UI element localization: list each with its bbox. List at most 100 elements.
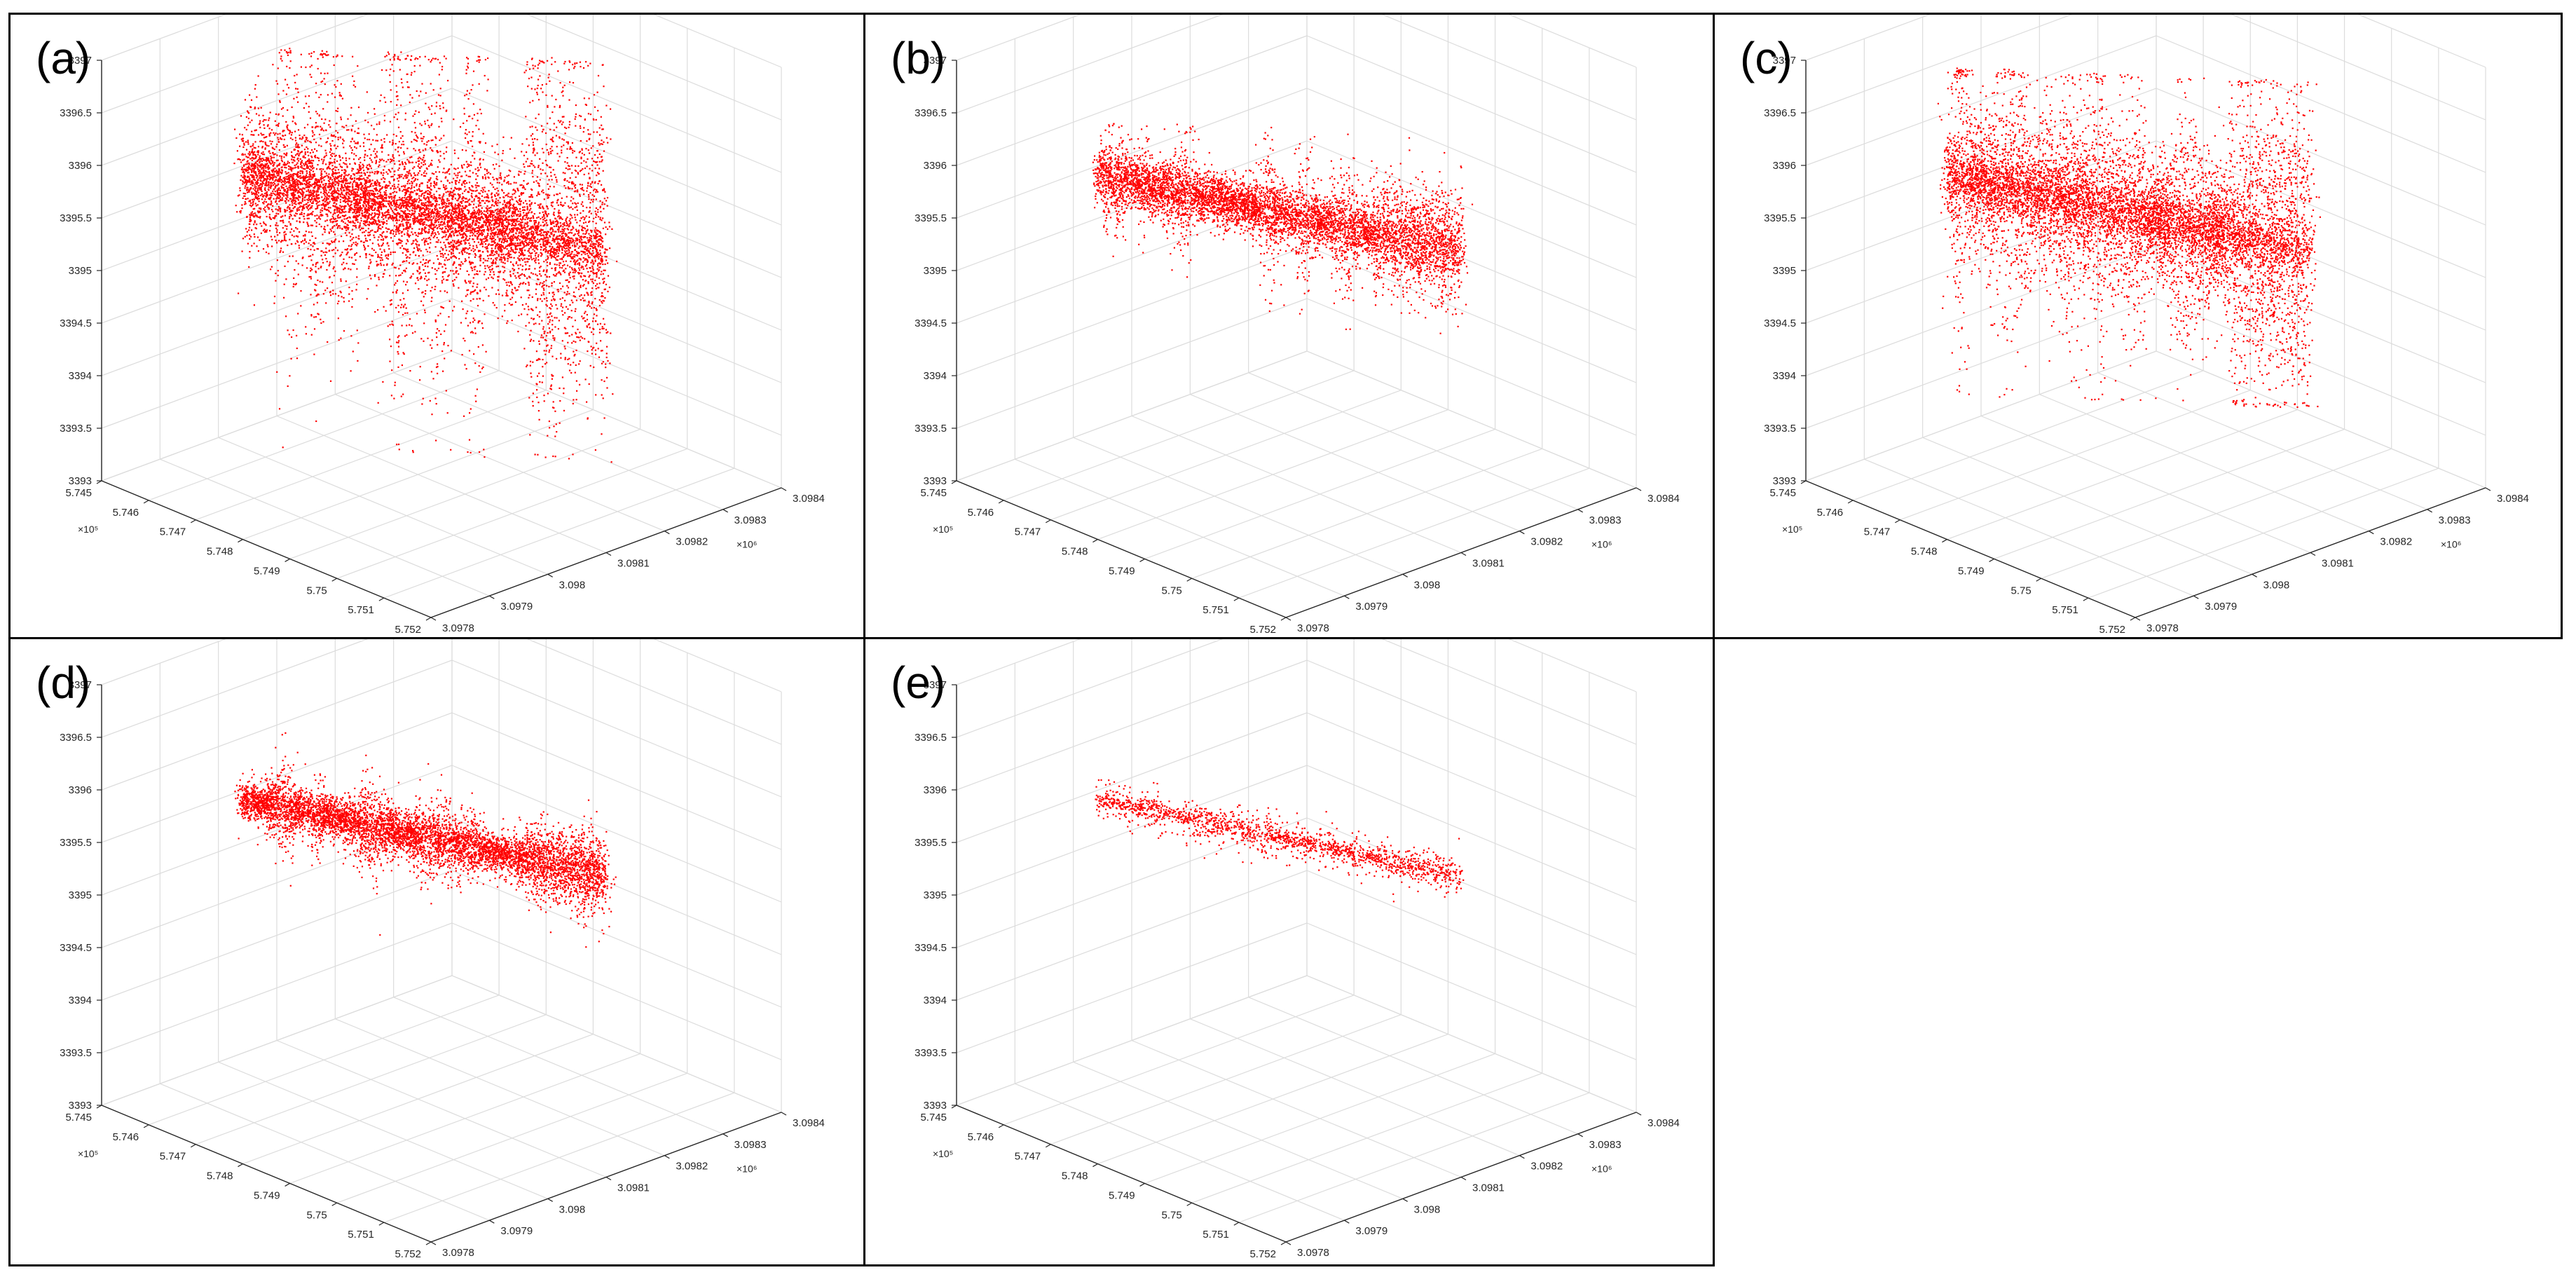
- y-tick-mark: [605, 552, 612, 556]
- data-point: [549, 223, 552, 225]
- data-point: [324, 191, 326, 193]
- data-point: [258, 177, 261, 179]
- data-point: [493, 223, 495, 225]
- data-point: [537, 359, 539, 361]
- data-point: [552, 238, 554, 240]
- data-point: [596, 175, 598, 177]
- data-point: [243, 144, 245, 146]
- data-point: [385, 220, 388, 222]
- data-point: [443, 153, 445, 155]
- data-point: [357, 360, 359, 362]
- data-point: [573, 67, 575, 69]
- data-point: [341, 157, 344, 159]
- data-point: [266, 157, 268, 159]
- data-point: [305, 66, 307, 69]
- data-point: [264, 173, 266, 175]
- data-point: [400, 137, 402, 139]
- data-point: [295, 146, 297, 148]
- data-point: [519, 235, 521, 238]
- data-point: [570, 240, 572, 243]
- data-point: [331, 182, 334, 184]
- data-point: [428, 126, 430, 128]
- data-point: [371, 247, 374, 250]
- data-point: [283, 153, 285, 155]
- data-point: [254, 235, 256, 238]
- data-point: [346, 252, 348, 254]
- data-point: [562, 121, 564, 123]
- data-point: [486, 212, 488, 214]
- data-point: [320, 214, 322, 216]
- data-point: [504, 304, 506, 306]
- data-point: [251, 169, 253, 172]
- data-point: [563, 245, 566, 247]
- data-point: [370, 168, 372, 170]
- data-point: [399, 217, 401, 219]
- data-point: [305, 175, 308, 177]
- data-point: [419, 379, 421, 381]
- data-point: [484, 176, 486, 178]
- data-point: [368, 168, 370, 170]
- data-point: [392, 324, 395, 326]
- data-point: [472, 190, 474, 192]
- data-point: [603, 380, 605, 383]
- data-point: [356, 214, 358, 217]
- data-point: [539, 60, 541, 62]
- data-point: [439, 105, 441, 107]
- data-point: [429, 259, 431, 261]
- data-point: [337, 107, 339, 109]
- data-point: [356, 209, 358, 211]
- data-point: [472, 250, 475, 252]
- data-point: [530, 242, 532, 245]
- data-point: [561, 91, 563, 93]
- data-point: [567, 142, 569, 145]
- data-point: [498, 245, 500, 248]
- data-point: [577, 172, 579, 174]
- x-tick-mark: [425, 617, 432, 621]
- data-point: [292, 210, 294, 212]
- data-point: [301, 177, 303, 179]
- data-point: [446, 109, 448, 111]
- data-point: [435, 197, 437, 199]
- data-point: [430, 214, 432, 216]
- data-point: [555, 98, 557, 101]
- data-point: [472, 214, 474, 216]
- data-point: [408, 228, 410, 230]
- data-point: [343, 126, 345, 128]
- data-point: [522, 185, 525, 187]
- data-point: [556, 431, 558, 433]
- data-point: [404, 217, 406, 219]
- data-point: [525, 160, 527, 163]
- data-point: [598, 134, 601, 136]
- data-point: [399, 174, 401, 176]
- data-point: [475, 206, 477, 208]
- data-point: [361, 196, 363, 198]
- floor-grid-line: [276, 415, 607, 554]
- data-point: [470, 322, 472, 324]
- data-point: [428, 199, 430, 201]
- data-point: [264, 163, 266, 165]
- data-point: [506, 240, 508, 243]
- data-point: [273, 162, 276, 164]
- data-point: [423, 210, 426, 212]
- data-point: [470, 408, 472, 410]
- data-point: [378, 245, 381, 247]
- data-point: [572, 64, 574, 66]
- data-point: [461, 219, 463, 221]
- data-point: [310, 248, 312, 251]
- data-point: [354, 194, 356, 196]
- data-point: [475, 186, 477, 189]
- data-point: [375, 161, 378, 163]
- data-point: [507, 235, 509, 237]
- data-point: [331, 173, 334, 175]
- data-point: [408, 235, 410, 238]
- data-point: [565, 260, 567, 262]
- data-point: [287, 329, 289, 332]
- data-point: [394, 213, 396, 215]
- data-point: [279, 209, 282, 211]
- data-point: [517, 257, 519, 259]
- data-point: [545, 233, 547, 236]
- data-point: [589, 185, 591, 187]
- data-point: [464, 170, 467, 172]
- data-point: [418, 266, 420, 268]
- data-point: [255, 174, 257, 177]
